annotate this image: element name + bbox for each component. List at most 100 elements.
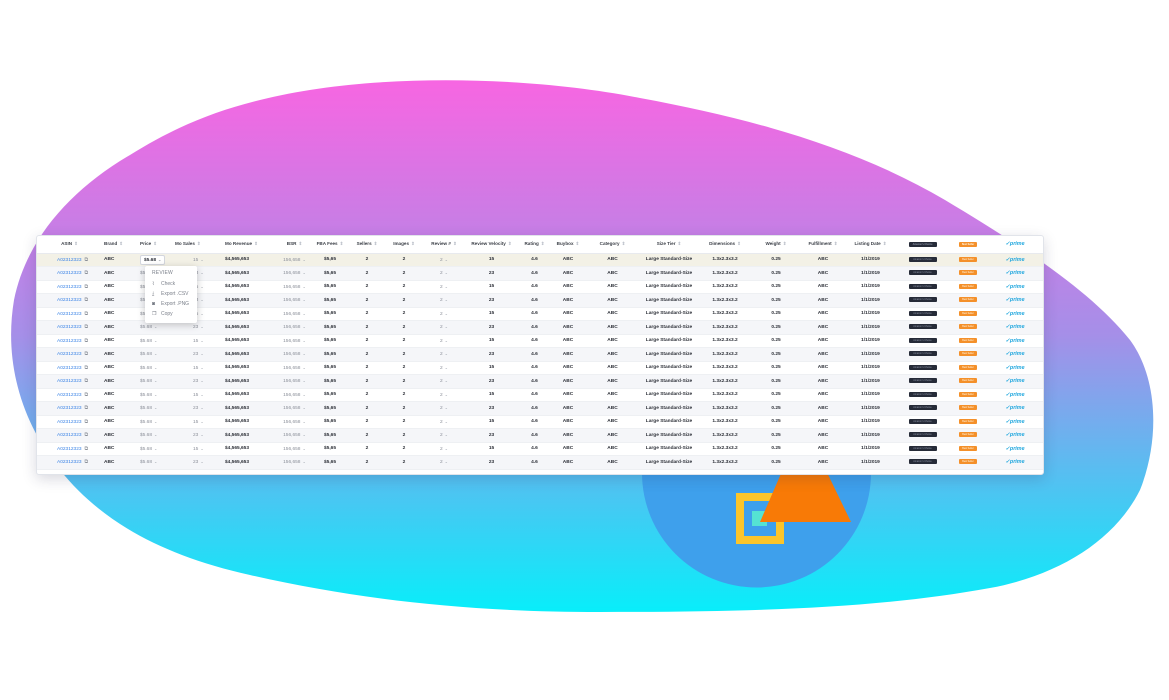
col-header-fulfillment[interactable]: Fulfillment ⇕ bbox=[801, 236, 845, 254]
chevron-down-icon[interactable]: ⌄ bbox=[200, 256, 204, 262]
bsr-dropdown[interactable]: 156,658 ⌄ bbox=[279, 361, 310, 375]
chevron-down-icon[interactable]: ⌄ bbox=[154, 364, 158, 370]
col-header-mo-sales[interactable]: Mo Sales ⇕ bbox=[173, 236, 223, 254]
review-count-dropdown[interactable]: 2 ⌄ bbox=[424, 442, 464, 456]
sort-icon[interactable]: ⇕ bbox=[298, 241, 303, 247]
chevron-down-icon[interactable]: ⌄ bbox=[444, 391, 449, 397]
asin-link[interactable]: A02312323 ⧉ bbox=[37, 320, 102, 335]
price-dropdown[interactable]: $5.68⌄ bbox=[138, 253, 173, 267]
chevron-down-icon[interactable]: ⌄ bbox=[200, 283, 204, 289]
bsr-dropdown[interactable]: 156,658 ⌄ bbox=[279, 334, 310, 348]
asin-link[interactable]: A02312323 ⧉ bbox=[37, 347, 102, 362]
chevron-down-icon[interactable]: ⌄ bbox=[444, 378, 449, 384]
chevron-down-icon[interactable]: ⌄ bbox=[200, 418, 204, 424]
mo-sales-dropdown[interactable]: 23⌄ bbox=[173, 428, 223, 443]
chevron-down-icon[interactable]: ⌄ bbox=[444, 445, 449, 451]
sort-icon[interactable]: ⇕ bbox=[737, 241, 741, 247]
chevron-down-icon[interactable]: ⌄ bbox=[154, 445, 158, 451]
col-header-sellers[interactable]: Sellers ⇕ bbox=[350, 236, 384, 254]
mo-sales-dropdown[interactable]: 23⌄ bbox=[173, 320, 223, 335]
mo-sales-dropdown[interactable]: 23⌄ bbox=[173, 455, 223, 470]
table-row[interactable]: A02312323⧉ABC$5.68⌄15⌄$4,565,653156,658⌄… bbox=[37, 280, 1043, 294]
price-dropdown[interactable]: $5.68⌄ bbox=[138, 320, 173, 335]
chevron-down-icon[interactable]: ⌄ bbox=[200, 378, 204, 384]
price-dropdown[interactable]: $5.68⌄ bbox=[138, 388, 173, 402]
sort-icon[interactable]: ⇕ bbox=[452, 241, 457, 247]
copy-icon[interactable]: ⧉ bbox=[84, 351, 89, 358]
sort-icon[interactable]: ⇕ bbox=[833, 241, 838, 247]
asin-link[interactable]: A02312323 ⧉ bbox=[37, 307, 102, 321]
mo-sales-dropdown[interactable]: 23⌄ bbox=[173, 401, 223, 416]
chevron-down-icon[interactable]: ⌄ bbox=[302, 351, 306, 357]
col-header-buybox[interactable]: Buybox ⇕ bbox=[550, 236, 586, 254]
price-dropdown[interactable]: $5.68⌄ bbox=[138, 442, 173, 456]
sort-icon[interactable]: ⇕ bbox=[575, 241, 580, 247]
chevron-down-icon[interactable]: ⌄ bbox=[302, 405, 306, 411]
mo-sales-dropdown[interactable]: 15⌄ bbox=[173, 388, 223, 402]
chevron-down-icon[interactable]: ⌄ bbox=[444, 351, 449, 357]
mo-sales-dropdown[interactable]: 15⌄ bbox=[173, 361, 223, 375]
chevron-down-icon[interactable]: ⌄ bbox=[200, 391, 204, 397]
bsr-dropdown[interactable]: 156,658 ⌄ bbox=[279, 307, 310, 321]
chevron-down-icon[interactable]: ⌄ bbox=[302, 378, 306, 384]
price-dropdown[interactable]: $5.68⌄ bbox=[138, 347, 173, 362]
copy-icon[interactable]: ⧉ bbox=[84, 459, 89, 466]
mo-sales-dropdown[interactable]: 23⌄ bbox=[173, 374, 223, 389]
col-header-fba-fees[interactable]: FBA Fees ⇕ bbox=[310, 236, 350, 254]
chevron-down-icon[interactable]: ⌄ bbox=[154, 324, 158, 330]
bsr-dropdown[interactable]: 156,658 ⌄ bbox=[279, 428, 310, 443]
table-row[interactable]: A02312323⧉ABC$5.68⌄15⌄$4,565,653156,658⌄… bbox=[37, 307, 1043, 321]
chevron-down-icon[interactable]: ⌄ bbox=[200, 432, 204, 438]
asin-link[interactable]: A02312323 ⧉ bbox=[37, 266, 102, 281]
chevron-down-icon[interactable]: ⌄ bbox=[302, 256, 306, 262]
price-dropdown[interactable]: $5.68⌄ bbox=[138, 455, 173, 470]
chevron-down-icon[interactable]: ⌄ bbox=[302, 459, 306, 465]
mo-sales-dropdown[interactable]: 15⌄ bbox=[173, 334, 223, 348]
chevron-down-icon[interactable]: ⌄ bbox=[444, 297, 449, 303]
review-count-dropdown[interactable]: 2 ⌄ bbox=[424, 428, 464, 443]
chevron-down-icon[interactable]: ⌄ bbox=[444, 364, 449, 370]
bsr-dropdown[interactable]: 156,658 ⌄ bbox=[279, 415, 310, 429]
copy-icon[interactable]: ⧉ bbox=[84, 270, 89, 277]
sort-icon[interactable]: ⇕ bbox=[782, 241, 787, 247]
chevron-down-icon[interactable]: ⌄ bbox=[302, 310, 306, 316]
review-count-dropdown[interactable]: 2 ⌄ bbox=[424, 388, 464, 402]
chevron-down-icon[interactable]: ⌄ bbox=[200, 405, 204, 411]
bsr-dropdown[interactable]: 156,658 ⌄ bbox=[279, 320, 310, 335]
chevron-down-icon[interactable]: ⌄ bbox=[200, 337, 204, 343]
chevron-down-icon[interactable]: ⌄ bbox=[302, 391, 306, 397]
chevron-down-icon[interactable]: ⌄ bbox=[302, 283, 306, 289]
asin-link[interactable]: A02312323 ⧉ bbox=[37, 334, 102, 348]
chevron-down-icon[interactable]: ⌄ bbox=[302, 364, 306, 370]
asin-link[interactable]: A02312323 ⧉ bbox=[37, 280, 102, 294]
chevron-down-icon[interactable]: ⌄ bbox=[200, 459, 204, 465]
mo-sales-dropdown[interactable]: 15⌄ bbox=[173, 442, 223, 456]
bsr-dropdown[interactable]: 156,658 ⌄ bbox=[279, 266, 310, 281]
sort-icon[interactable]: ⇕ bbox=[119, 241, 124, 247]
price-dropdown[interactable]: $5.68⌄ bbox=[138, 374, 173, 389]
chevron-down-icon[interactable]: ⌄ bbox=[444, 283, 449, 289]
chevron-down-icon[interactable]: ⌄ bbox=[200, 310, 204, 316]
review-count-dropdown[interactable]: 2 ⌄ bbox=[424, 361, 464, 375]
col-header-review-velocity[interactable]: Review Velocity ⇕ bbox=[464, 236, 519, 254]
chevron-down-icon[interactable]: ⌄ bbox=[200, 351, 204, 357]
col-header-price[interactable]: Price ⇕ bbox=[138, 236, 173, 254]
chevron-down-icon[interactable]: ⌄ bbox=[444, 324, 449, 330]
chevron-down-icon[interactable]: ⌄ bbox=[444, 270, 449, 276]
bsr-dropdown[interactable]: 156,658 ⌄ bbox=[279, 347, 310, 362]
review-count-dropdown[interactable]: 2 ⌄ bbox=[424, 253, 464, 267]
sort-icon[interactable]: ⇕ bbox=[153, 241, 158, 247]
chevron-down-icon[interactable]: ⌄ bbox=[444, 256, 449, 262]
bsr-dropdown[interactable]: 156,658 ⌄ bbox=[279, 388, 310, 402]
price-dropdown[interactable]: $5.68⌄ bbox=[138, 361, 173, 375]
price-dropdown[interactable]: $5.68⌄ bbox=[138, 428, 173, 443]
sort-icon[interactable]: ⇕ bbox=[411, 241, 415, 247]
bsr-dropdown[interactable]: 156,658 ⌄ bbox=[279, 293, 310, 308]
copy-icon[interactable]: ⧉ bbox=[84, 432, 89, 439]
